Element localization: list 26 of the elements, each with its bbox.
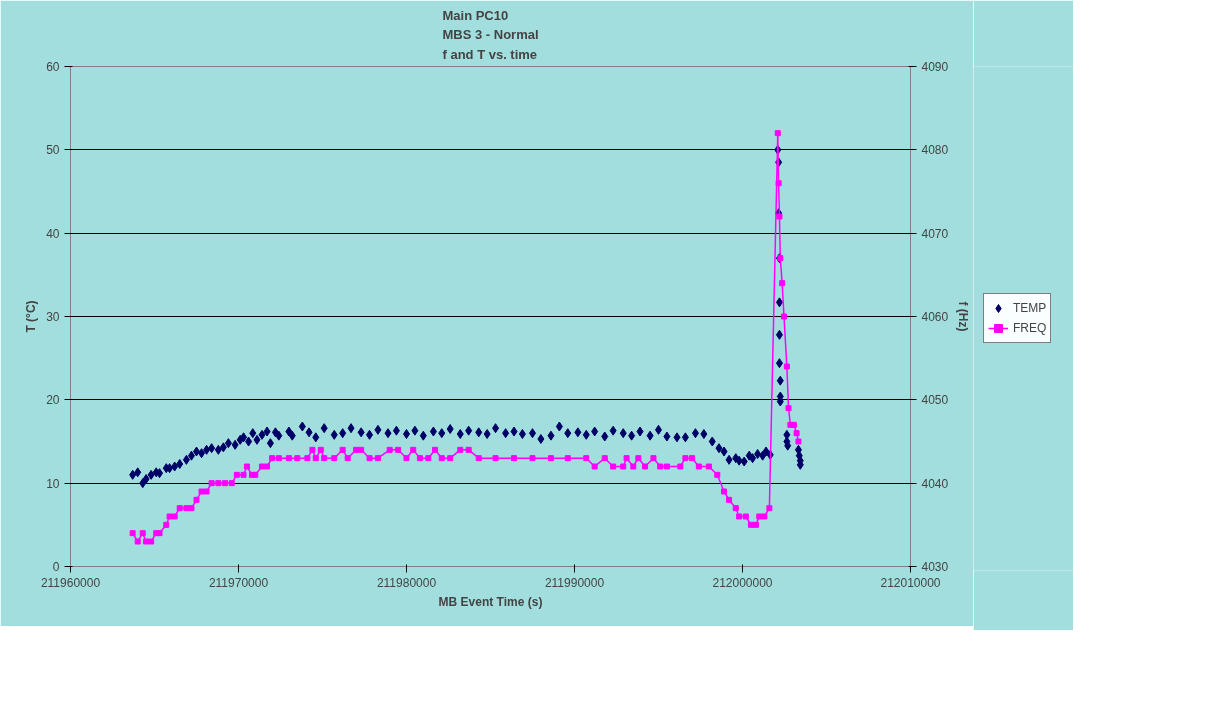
x-tick-label: 211970000	[208, 575, 269, 590]
y-tick-label: 10	[46, 476, 60, 491]
x-tick-label: 211980000	[376, 575, 437, 590]
y2-tick-label: 4080	[921, 143, 949, 158]
y-axis-title: T (°C)	[24, 300, 39, 333]
y-tick-label: 0	[52, 560, 60, 574]
legend-label: TEMP	[1013, 301, 1047, 315]
x-tick-label: 212000000	[712, 575, 773, 590]
chart-title: Main PC10 MBS 3 - Normal f and T vs. time	[442, 7, 539, 62]
y2-tick-label: 4060	[921, 310, 949, 324]
y-tick-label: 20	[46, 393, 60, 408]
y2-tick-label: 4070	[921, 226, 949, 241]
y2-tick-label: 4040	[921, 476, 949, 491]
y2-tick-label: 4050	[921, 393, 949, 408]
y2-tick-label: 4090	[921, 60, 949, 74]
y-tick-label: 40	[46, 226, 60, 241]
y-tick-label: 30	[46, 310, 60, 324]
y-tick-label: 60	[46, 60, 60, 74]
y2-axis-title: f (Hz)	[956, 301, 971, 332]
y2-tick-label: 4030	[921, 560, 949, 574]
x-tick-label: 212010000	[880, 575, 941, 590]
x-axis-title: MB Event Time (s)	[438, 594, 543, 609]
x-tick-label: 211990000	[544, 575, 605, 590]
y-tick-label: 50	[46, 143, 60, 158]
x-tick-label: 211960000	[40, 575, 101, 590]
legend-label: FREQ	[1013, 321, 1047, 335]
